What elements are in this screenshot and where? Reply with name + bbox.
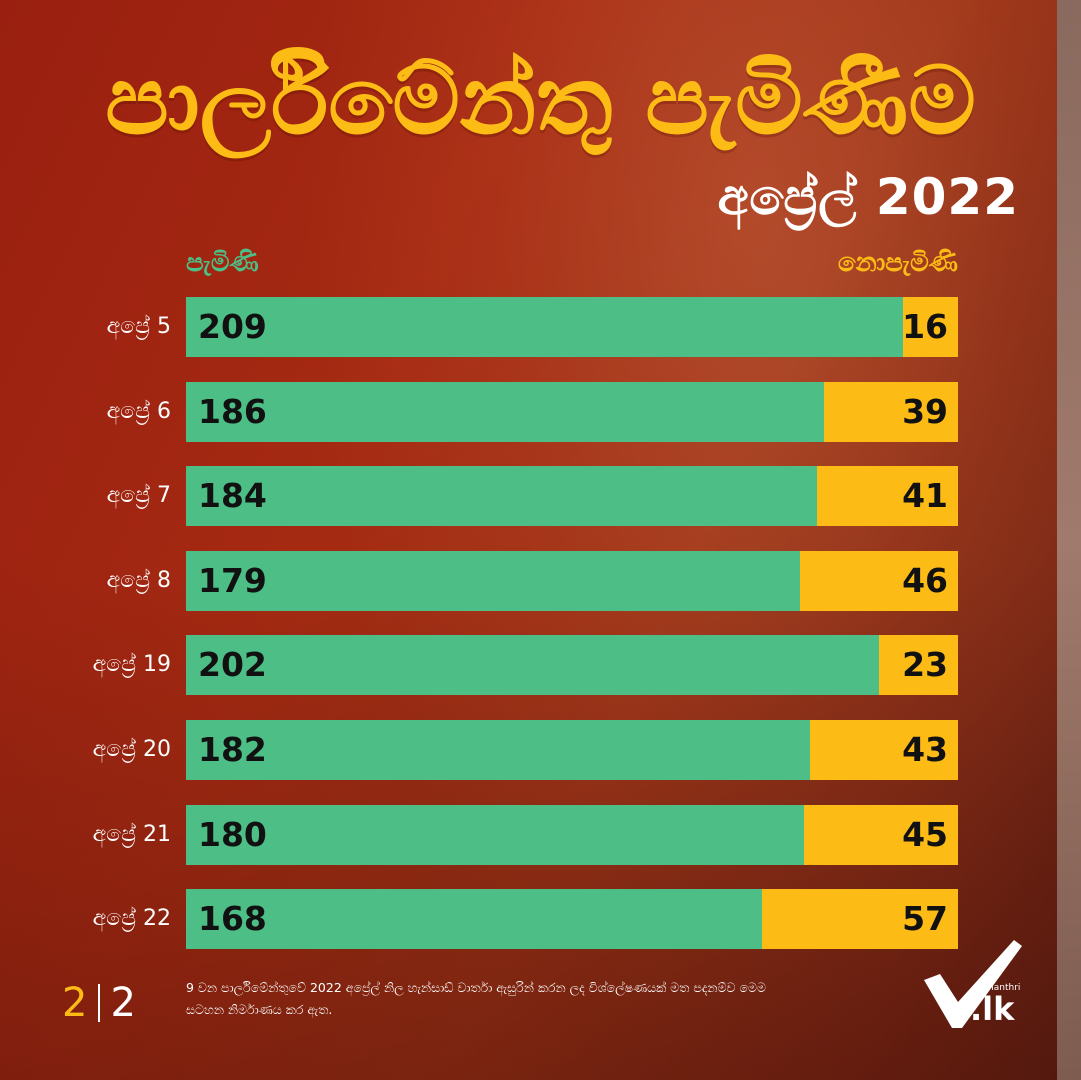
value-present: 184 <box>198 476 267 515</box>
page-total: 2 <box>110 980 137 1026</box>
bar-row: අප්‍රේ 8 179 46 <box>0 551 1081 611</box>
bar-row: අප්‍රේ 6 186 39 <box>0 382 1081 442</box>
bar-absent <box>879 635 958 695</box>
value-present: 182 <box>198 730 267 769</box>
bar-absent <box>810 720 958 780</box>
category-label: අප්‍රේ 6 <box>106 399 171 424</box>
page-separator <box>98 984 101 1022</box>
bar-absent <box>817 466 958 526</box>
bar-absent <box>762 889 958 949</box>
bar-absent <box>824 382 958 442</box>
bar-absent <box>800 551 958 611</box>
bar-present <box>186 889 762 949</box>
category-label: අප්‍රේ 8 <box>106 568 171 593</box>
value-present: 202 <box>198 645 267 684</box>
value-absent: 45 <box>902 815 948 854</box>
page-title: පාර්ලිමේන්තු පැමිණීම <box>105 47 976 156</box>
bar-present <box>186 466 817 526</box>
value-absent: 46 <box>902 561 948 600</box>
right-edge-strip <box>1057 0 1081 1080</box>
bar-absent <box>903 297 958 357</box>
bar-row: අප්‍රේ 5 209 16 <box>0 297 1081 357</box>
bar-row: අප්‍රේ 21 180 45 <box>0 805 1081 865</box>
legend-absent: නොපැමිණි <box>837 248 958 278</box>
value-present: 209 <box>198 307 267 346</box>
logo-brand: Manthri <box>986 983 1021 993</box>
value-present: 168 <box>198 899 267 938</box>
category-label: අප්‍රේ 7 <box>106 483 171 508</box>
bar-present <box>186 382 824 442</box>
category-label: අප්‍රේ 19 <box>92 652 171 677</box>
bar-present <box>186 635 879 695</box>
bar-present <box>186 805 804 865</box>
logo-domain: .lk <box>970 990 1015 1028</box>
category-label: අප්‍රේ 22 <box>92 906 171 931</box>
value-absent: 41 <box>902 476 948 515</box>
value-absent: 43 <box>902 730 948 769</box>
legend-present: පැමිණි <box>186 248 259 278</box>
category-label: අප්‍රේ 21 <box>92 822 171 847</box>
category-label: අප්‍රේ 5 <box>106 314 171 339</box>
bar-row: අප්‍රේ 19 202 23 <box>0 635 1081 695</box>
value-present: 179 <box>198 561 267 600</box>
bar-row: අප්‍රේ 7 184 41 <box>0 466 1081 526</box>
value-present: 180 <box>198 815 267 854</box>
category-label: අප්‍රේ 20 <box>92 737 171 762</box>
bar-present <box>186 720 810 780</box>
bar-present <box>186 297 903 357</box>
bar-row: අප්‍රේ 20 182 43 <box>0 720 1081 780</box>
source-note: 9 වන පාර්ලිමේන්තුවේ 2022 අප්‍රේල් නිල හැ… <box>186 980 766 1017</box>
value-absent: 23 <box>902 645 948 684</box>
value-present: 186 <box>198 392 267 431</box>
bar-row: අප්‍රේ 22 168 57 <box>0 889 1081 949</box>
page-current: 2 <box>62 980 89 1026</box>
value-absent: 57 <box>902 899 948 938</box>
checkmark-logo-icon <box>924 940 1022 1028</box>
value-absent: 39 <box>902 392 948 431</box>
value-absent: 16 <box>902 307 948 346</box>
bar-present <box>186 551 800 611</box>
page-subtitle: අප්‍රේල් 2022 <box>717 168 1019 226</box>
bar-absent <box>804 805 958 865</box>
